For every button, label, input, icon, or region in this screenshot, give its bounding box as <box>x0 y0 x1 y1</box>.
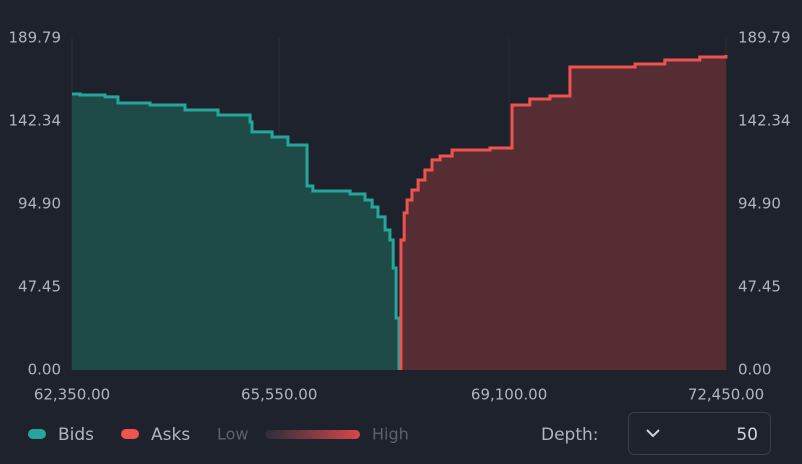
depth-area <box>72 93 399 370</box>
legend-label[interactable]: Asks <box>151 425 190 445</box>
depth-line <box>399 54 728 370</box>
y-tick-label: 0.00 <box>28 361 61 379</box>
depth-line <box>72 92 401 370</box>
y-tick-label: 189.79 <box>738 29 791 47</box>
y-tick-label: 47.45 <box>18 277 61 295</box>
depth-label: Depth: <box>541 425 599 445</box>
legend[interactable]: Bids Asks Low High <box>28 425 409 446</box>
intensity-bar <box>265 430 360 439</box>
depth-value[interactable]: 50 <box>736 425 758 445</box>
x-tick-label: 69,100.00 <box>471 386 547 404</box>
depth-area <box>400 54 726 370</box>
legend-swatch <box>121 429 139 439</box>
x-tick-label: 65,550.00 <box>241 386 317 404</box>
y-tick-label: 142.34 <box>9 112 62 130</box>
y-tick-label: 189.79 <box>9 29 62 47</box>
legend-label[interactable]: Bids <box>58 425 94 445</box>
y-tick-label: 0.00 <box>738 361 771 379</box>
x-tick-label: 72,450.00 <box>688 386 764 404</box>
y-tick-label: 47.45 <box>738 277 781 295</box>
y-tick-label: 94.90 <box>738 194 781 212</box>
low-label: Low <box>217 425 249 444</box>
chevron[interactable] <box>646 429 660 438</box>
y-tick-label: 94.90 <box>18 194 61 212</box>
x-tick-label: 62,350.00 <box>34 386 110 404</box>
high-label: High <box>372 425 409 444</box>
plot: 62,350.00 65,550.00 69,100.00 72,450.00 0.00… <box>9 29 791 404</box>
depth-select[interactable] <box>628 412 771 455</box>
y-tick-label: 142.34 <box>738 112 791 130</box>
legend-swatch <box>28 429 46 439</box>
